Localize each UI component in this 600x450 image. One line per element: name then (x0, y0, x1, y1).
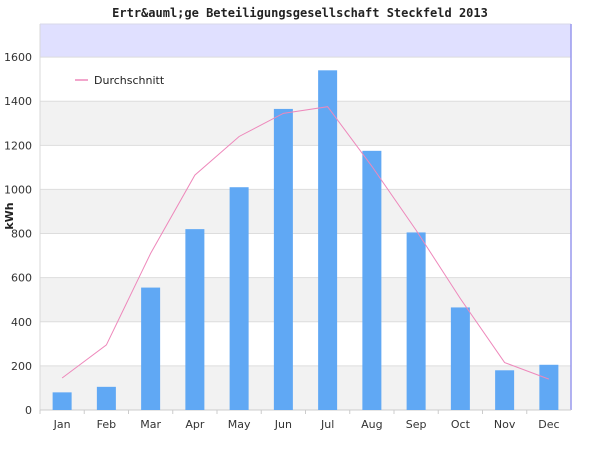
y-axis-label: kWh (3, 202, 16, 229)
x-tick-label: Nov (494, 418, 516, 431)
y-tick-label: 1000 (4, 183, 32, 196)
y-tick-label: 1600 (4, 51, 32, 64)
x-tick-label: Feb (97, 418, 116, 431)
y-tick-label: 800 (11, 228, 32, 241)
bar-dec (539, 364, 559, 410)
grid-band (40, 321, 571, 366)
legend: Durchschnitt (69, 70, 172, 90)
line-durchschnitt (61, 106, 550, 380)
bar-may (229, 187, 249, 410)
grid-band (40, 145, 571, 190)
y-tick-label: 200 (11, 360, 32, 373)
bar-mar (141, 287, 161, 410)
grid-band (40, 277, 571, 322)
plot-area: 0 200 400 600 800 1000 1200 1400 1600 Jan Feb Mar Ap… (4, 23, 572, 431)
bar-jul (318, 70, 338, 410)
grid-band (40, 365, 571, 410)
bar-aug (362, 150, 382, 411)
x-tick-label: Mar (140, 418, 161, 431)
x-tick-label: May (228, 418, 251, 431)
bar-feb (96, 386, 116, 410)
x-tick-label: Apr (185, 418, 205, 431)
bar-jun (273, 108, 293, 411)
y-tick-label: 600 (11, 272, 32, 285)
bar-sep (406, 232, 426, 410)
grid-band-top (40, 24, 571, 58)
grid-band (40, 189, 571, 234)
bar-jan (52, 392, 72, 410)
bar-apr (185, 229, 205, 410)
y-tick-label: 400 (11, 316, 32, 329)
grid-band (40, 101, 571, 146)
x-tick-label: Oct (451, 418, 471, 431)
x-tick-label: Jun (274, 418, 292, 431)
bar-nov (495, 370, 515, 410)
x-tick-label: Jul (320, 418, 334, 431)
y-tick-label: 0 (25, 404, 32, 417)
x-tick-label: Aug (361, 418, 382, 431)
y-tick-label: 1400 (4, 95, 32, 108)
legend-box (69, 70, 172, 90)
legend-label-durchschnitt: Durchschnitt (94, 74, 165, 87)
x-tick-label: Dec (538, 418, 559, 431)
x-tick-label: Jan (53, 418, 71, 431)
chart-title: Ertr&auml;ge Beteiligungsgesellschaft St… (112, 6, 488, 20)
bar-oct (450, 307, 470, 410)
grid-band (40, 233, 571, 278)
x-tick-label: Sep (406, 418, 427, 431)
y-tick-label: 1200 (4, 139, 32, 152)
